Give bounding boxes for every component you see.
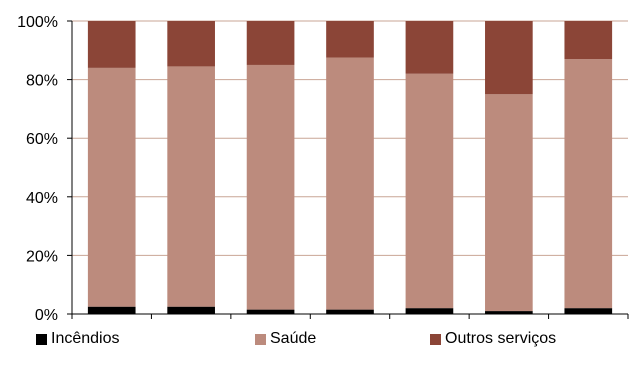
legend-item: Outros serviços xyxy=(430,330,556,348)
bar-segment xyxy=(87,21,136,68)
legend-label: Saúde xyxy=(270,330,317,347)
bar-segment xyxy=(485,94,533,312)
bars xyxy=(87,21,613,314)
bar-segment xyxy=(326,57,374,310)
stacked-bar-chart: 0%20%40%60%80%100% NorteCentroLisboaAlen… xyxy=(17,14,629,324)
bar-segment xyxy=(564,308,613,314)
y-tick-label: 40% xyxy=(26,190,58,207)
legend-swatch xyxy=(430,333,441,345)
bar-segment xyxy=(87,306,136,314)
legend-swatch xyxy=(36,333,47,345)
bar-segment xyxy=(564,21,613,60)
bar-segment xyxy=(485,311,533,314)
legend-label: Incêndios xyxy=(51,330,120,347)
legend-swatch xyxy=(255,333,266,345)
bar-segment xyxy=(87,67,136,307)
bar-segment xyxy=(167,66,215,307)
y-tick-label: 100% xyxy=(17,14,58,31)
legend: Incêndios Saúde Outros serviços xyxy=(0,326,642,356)
legend-item: Saúde xyxy=(255,330,316,348)
y-tick-label: 0% xyxy=(35,307,58,324)
y-tick-label: 60% xyxy=(26,131,58,148)
bar-segment xyxy=(405,73,454,309)
axes xyxy=(67,20,629,319)
bar-segment xyxy=(246,309,295,314)
y-tick-label: 80% xyxy=(26,73,58,90)
bar-segment xyxy=(405,21,454,74)
bar-segment xyxy=(485,21,533,95)
bar-segment xyxy=(405,308,454,314)
y-tick-label: 20% xyxy=(26,248,58,265)
bar-segment xyxy=(167,21,215,67)
bar-segment xyxy=(564,59,613,309)
bar-segment xyxy=(167,306,215,314)
bar-segment xyxy=(326,21,374,58)
bar-segment xyxy=(246,21,295,65)
legend-label: Outros serviços xyxy=(445,330,557,347)
legend-item: Incêndios xyxy=(36,330,120,348)
y-tick-labels: 0% 20% 40% 60% 80% 100% xyxy=(17,14,58,324)
bar-segment xyxy=(246,64,295,310)
bar-segment xyxy=(326,309,374,314)
